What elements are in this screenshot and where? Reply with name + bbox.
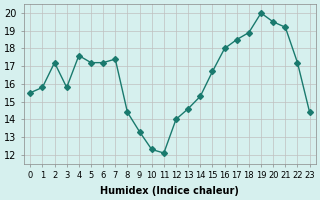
X-axis label: Humidex (Indice chaleur): Humidex (Indice chaleur)	[100, 186, 239, 196]
